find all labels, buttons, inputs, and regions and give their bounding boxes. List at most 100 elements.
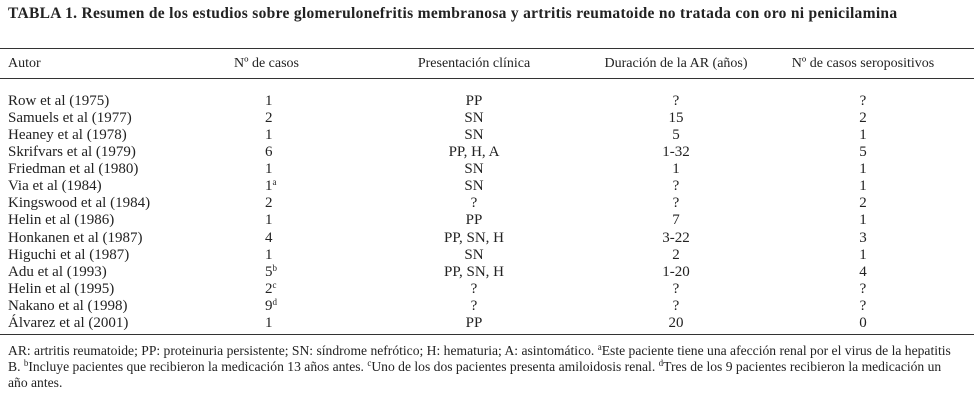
- cell: Nakano et al (1998): [8, 297, 128, 314]
- cell: 1: [265, 315, 273, 332]
- header-cell: Nº de casos seropositivos: [791, 56, 935, 71]
- cell: 1-32: [662, 144, 690, 161]
- cell-text: 1: [265, 93, 273, 109]
- table-title: TABLA 1. Resumen de los estudios sobre g…: [8, 5, 898, 22]
- footnote-mark: a: [272, 177, 277, 188]
- cell-text: 1: [265, 127, 273, 144]
- cell: 1: [859, 127, 867, 144]
- cell: ?: [672, 195, 680, 212]
- cell: SN: [464, 110, 484, 127]
- cell: ?: [470, 280, 478, 297]
- rule: [0, 78, 974, 79]
- cell: ?: [672, 93, 680, 109]
- cell: Skrifvars et al (1979): [8, 144, 136, 161]
- cell-text: 2: [265, 280, 273, 297]
- cell-text: 9: [265, 297, 273, 314]
- cell: 1-20: [662, 263, 690, 280]
- cell: 3-22: [662, 229, 690, 246]
- cell-text: 1: [265, 314, 273, 331]
- cell: Row et al (1975): [8, 93, 110, 109]
- cell-text: 2: [265, 110, 273, 127]
- cell: 1: [265, 212, 273, 229]
- cell: 4: [859, 263, 867, 280]
- cell: 1: [265, 247, 273, 264]
- cell-text: 1: [265, 212, 273, 229]
- cell: 1: [859, 178, 867, 195]
- cell: 1: [859, 161, 867, 178]
- header-cell: Nº de casos: [234, 56, 299, 71]
- cell: Helin et al (1995): [8, 280, 115, 297]
- cell: 0: [859, 314, 867, 331]
- cell: 1: [672, 161, 680, 178]
- cell: ?: [470, 195, 478, 212]
- cell: 2: [859, 110, 867, 127]
- cell-text: 1: [265, 161, 273, 178]
- footnote-mark: d: [272, 296, 278, 307]
- footnote-mark: b: [23, 358, 29, 368]
- footnote-mark: b: [272, 262, 278, 273]
- footnote-mark: c: [272, 279, 277, 290]
- cell: 2c: [265, 279, 277, 298]
- cell: SN: [464, 161, 484, 178]
- header-cell: Autor: [8, 56, 41, 71]
- header-cell: Duración de la AR (años): [604, 56, 748, 71]
- cell-text: 5: [265, 263, 273, 280]
- cell: Honkanen et al (1987): [8, 229, 143, 246]
- cell: 2: [265, 195, 273, 212]
- footnote-mark: c: [367, 358, 372, 368]
- cell: Adu et al (1993): [8, 263, 107, 280]
- cell: 1: [859, 246, 867, 263]
- cell: ?: [470, 297, 478, 314]
- footnote-text: Este paciente tiene una afección renal p…: [8, 343, 951, 374]
- cell: Via et al (1984): [8, 178, 102, 195]
- footnote-text: Incluye pacientes que recibieron la medi…: [28, 359, 364, 374]
- rule: [0, 48, 974, 49]
- cell: PP: [465, 212, 483, 229]
- cell-text: 4: [265, 229, 273, 246]
- cell: PP: [465, 93, 483, 109]
- cell: ?: [672, 280, 680, 297]
- cell: PP, SN, H: [443, 263, 505, 280]
- cell-text: 1: [265, 246, 273, 263]
- cell: SN: [464, 127, 484, 144]
- cell: Heaney et al (1978): [8, 127, 127, 144]
- cell: 5b: [265, 262, 278, 281]
- cell: 4: [265, 230, 273, 247]
- cell: ?: [859, 297, 867, 314]
- cell: SN: [464, 178, 484, 195]
- footnote-mark: d: [658, 358, 664, 368]
- footnote-mark: a: [597, 342, 602, 352]
- cell: 2: [672, 246, 680, 263]
- cell: ?: [859, 280, 867, 297]
- cell-text: 2: [265, 195, 273, 212]
- abbreviations: AR: artritis reumatoide; PP: proteinuria…: [8, 343, 595, 358]
- cell: Higuchi et al (1987): [8, 246, 130, 263]
- footnote-text: Tres de los 9 pacientes recibieron la me…: [8, 359, 942, 390]
- cell: PP: [465, 314, 483, 331]
- cell: Helin et al (1986): [8, 212, 115, 229]
- footnote-text: Uno de los dos pacientes presenta amiloi…: [371, 359, 656, 374]
- cell: ?: [859, 93, 867, 109]
- cell: 1a: [265, 178, 277, 195]
- cell: 3: [859, 229, 867, 246]
- header-cell: Presentación clínica: [417, 56, 531, 71]
- cell: 2: [859, 195, 867, 212]
- cell: 20: [668, 314, 684, 331]
- cell: 2: [265, 110, 273, 127]
- cell: 6: [265, 144, 273, 161]
- footnote: AR: artritis reumatoide; PP: proteinuria…: [8, 343, 958, 391]
- cell: 1: [265, 93, 273, 110]
- cell: 5: [672, 127, 680, 144]
- cell: Álvarez et al (2001): [8, 314, 129, 331]
- cell: 9d: [265, 296, 278, 315]
- cell: PP, H, A: [448, 144, 500, 161]
- cell: 15: [668, 110, 684, 127]
- cell: Friedman et al (1980): [8, 161, 139, 178]
- cell-text: 1: [265, 178, 273, 195]
- rule: [0, 334, 974, 335]
- cell: 5: [859, 144, 867, 161]
- cell: 1: [265, 127, 273, 144]
- cell-text: 6: [265, 144, 273, 161]
- cell: Samuels et al (1977): [8, 110, 132, 127]
